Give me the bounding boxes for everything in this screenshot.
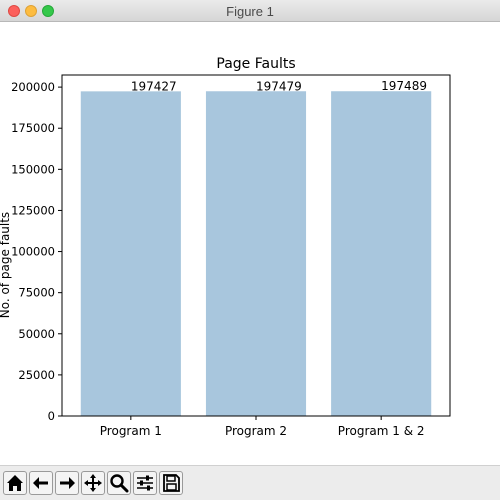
x-tick-label-1: Program 2	[225, 424, 287, 438]
back-button[interactable]	[29, 471, 53, 495]
arrow-right-icon	[60, 477, 75, 489]
arrow-left-icon	[33, 477, 48, 489]
bar-chart: Page Faults No. of page faults 197427 197…	[0, 56, 451, 438]
toolbar	[0, 465, 500, 500]
data-label-1: 197427	[131, 79, 177, 93]
x-tick-label-2: Program 1 & 2	[338, 424, 425, 438]
zoom-icon	[110, 474, 129, 493]
pan-button[interactable]	[81, 471, 105, 495]
y-axis-ticks: 0 25000 50000 75000 100000 125000 150000 175000…	[11, 80, 62, 423]
data-labels-group: 197427 197479 197489	[131, 79, 427, 93]
forward-button[interactable]	[55, 471, 79, 495]
plot-frame	[61, 74, 451, 417]
y-tick-label-3: 75000	[18, 286, 55, 300]
home-button[interactable]	[3, 471, 27, 495]
x-axis-ticks: Program 1 Program 2 Program 1 & 2	[100, 416, 425, 438]
bar-1	[80, 91, 181, 416]
configure-subplots-button[interactable]	[133, 471, 157, 495]
maximize-icon[interactable]	[42, 5, 54, 17]
bar-2	[205, 91, 307, 416]
figure-canvas: Page Faults No. of page faults 197427 197…	[0, 23, 500, 465]
y-tick-label-6: 150000	[11, 162, 55, 176]
sliders-icon	[137, 475, 153, 491]
y-tick-label-5: 125000	[11, 203, 55, 217]
y-tick-label-7: 175000	[11, 121, 55, 135]
x-tick-label-0: Program 1	[100, 424, 162, 438]
save-button[interactable]	[159, 471, 183, 495]
window-titlebar: Figure 1	[0, 0, 500, 22]
bars-group	[80, 91, 432, 417]
zoom-button[interactable]	[107, 471, 131, 495]
minimize-icon[interactable]	[25, 5, 37, 17]
data-label-2: 197479	[256, 79, 302, 93]
y-tick-label-1: 25000	[18, 368, 55, 382]
data-label-3: 197489	[381, 79, 427, 93]
y-axis-label: No. of page faults	[0, 212, 12, 318]
save-icon	[163, 474, 180, 492]
window-title: Figure 1	[226, 4, 274, 19]
move-icon	[84, 474, 102, 492]
y-tick-label-4: 100000	[11, 245, 55, 259]
home-icon	[7, 475, 23, 491]
y-tick-label-2: 50000	[18, 327, 55, 341]
chart-title: Page Faults	[216, 56, 295, 72]
bar-3	[331, 91, 432, 417]
y-tick-label-0: 0	[48, 409, 55, 423]
y-tick-label-8: 200000	[11, 80, 55, 94]
close-icon[interactable]	[8, 5, 20, 17]
